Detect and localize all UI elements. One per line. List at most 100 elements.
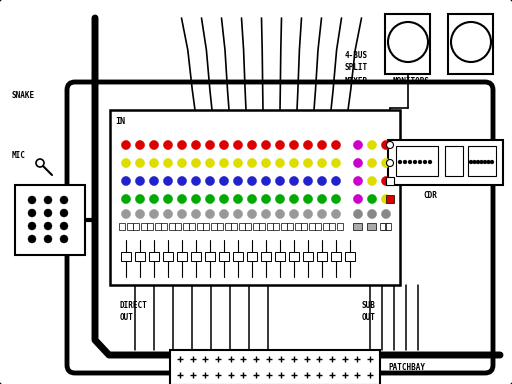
Circle shape — [60, 209, 68, 217]
Bar — [15, 185, 85, 255]
Bar — [323, 223, 329, 230]
Circle shape — [331, 141, 340, 149]
Bar — [253, 223, 259, 230]
Circle shape — [289, 195, 298, 204]
Bar — [219, 252, 229, 261]
Circle shape — [289, 210, 298, 218]
Circle shape — [289, 141, 298, 149]
Circle shape — [381, 177, 391, 185]
Bar — [317, 252, 327, 261]
Bar — [147, 223, 153, 230]
Bar — [127, 223, 133, 230]
Circle shape — [121, 210, 131, 218]
Circle shape — [136, 210, 144, 218]
Circle shape — [205, 210, 215, 218]
Circle shape — [44, 235, 52, 243]
Circle shape — [469, 160, 473, 164]
Circle shape — [480, 160, 483, 164]
Circle shape — [304, 210, 312, 218]
Bar — [233, 252, 243, 261]
Circle shape — [368, 159, 376, 167]
Text: MIC: MIC — [12, 151, 26, 159]
Text: DIRECT: DIRECT — [120, 301, 148, 310]
Circle shape — [353, 195, 362, 204]
Circle shape — [44, 196, 52, 204]
Bar — [375, 135, 390, 210]
Circle shape — [262, 210, 270, 218]
Bar — [301, 223, 307, 230]
Circle shape — [317, 210, 327, 218]
Circle shape — [317, 177, 327, 185]
Text: IN: IN — [115, 118, 125, 126]
Circle shape — [233, 210, 243, 218]
Circle shape — [381, 141, 391, 149]
Circle shape — [191, 141, 201, 149]
Circle shape — [178, 195, 186, 204]
Circle shape — [178, 177, 186, 185]
Circle shape — [163, 210, 173, 218]
Bar — [121, 252, 131, 261]
Bar — [445, 146, 463, 176]
Circle shape — [262, 177, 270, 185]
Circle shape — [247, 141, 257, 149]
Circle shape — [233, 141, 243, 149]
Bar — [281, 223, 287, 230]
Circle shape — [191, 159, 201, 167]
Circle shape — [121, 159, 131, 167]
Bar — [211, 223, 217, 230]
Bar — [309, 223, 315, 230]
Circle shape — [262, 195, 270, 204]
Circle shape — [44, 209, 52, 217]
Circle shape — [413, 160, 417, 164]
Circle shape — [178, 141, 186, 149]
Circle shape — [28, 222, 36, 230]
Circle shape — [304, 195, 312, 204]
Circle shape — [289, 177, 298, 185]
Bar — [380, 223, 385, 230]
Circle shape — [247, 177, 257, 185]
Bar — [169, 223, 175, 230]
Bar — [217, 223, 223, 230]
Circle shape — [317, 159, 327, 167]
Circle shape — [44, 222, 52, 230]
Circle shape — [368, 195, 376, 204]
Circle shape — [220, 159, 228, 167]
Bar — [273, 223, 279, 230]
Circle shape — [317, 195, 327, 204]
Bar — [110, 110, 400, 285]
Circle shape — [381, 195, 391, 204]
Circle shape — [150, 141, 159, 149]
Circle shape — [163, 177, 173, 185]
Bar — [315, 223, 321, 230]
Circle shape — [121, 195, 131, 204]
Circle shape — [483, 160, 487, 164]
Bar — [133, 223, 139, 230]
Circle shape — [275, 141, 285, 149]
Circle shape — [353, 159, 362, 167]
Bar — [287, 223, 293, 230]
Circle shape — [247, 195, 257, 204]
Bar — [388, 140, 503, 185]
Bar — [203, 223, 209, 230]
Text: MONITORS: MONITORS — [393, 76, 430, 86]
Circle shape — [262, 141, 270, 149]
Bar — [337, 223, 343, 230]
Bar — [247, 252, 257, 261]
Circle shape — [368, 141, 376, 149]
Bar — [385, 14, 430, 74]
Circle shape — [473, 160, 477, 164]
Bar — [331, 252, 341, 261]
Bar — [381, 223, 390, 230]
Circle shape — [220, 195, 228, 204]
Circle shape — [398, 160, 402, 164]
Text: SNAKE: SNAKE — [12, 91, 35, 99]
Circle shape — [486, 160, 490, 164]
Bar — [175, 223, 181, 230]
Bar — [239, 223, 245, 230]
Circle shape — [233, 159, 243, 167]
Circle shape — [178, 210, 186, 218]
Bar — [191, 252, 201, 261]
Circle shape — [490, 160, 494, 164]
Circle shape — [275, 177, 285, 185]
Bar — [155, 223, 161, 230]
